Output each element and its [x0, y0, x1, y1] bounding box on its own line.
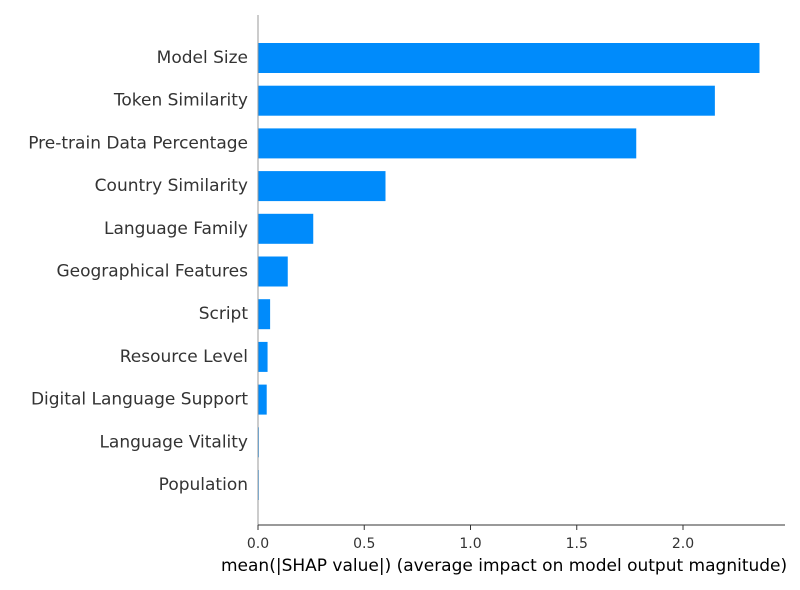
bar [258, 43, 760, 73]
feature-label: Population [159, 475, 248, 495]
bar [258, 299, 271, 330]
x-tick-label: 1.0 [459, 536, 481, 552]
feature-label: Token Similarity [113, 91, 248, 111]
bar [258, 213, 314, 244]
feature-label: Digital Language Support [31, 390, 248, 410]
bar [258, 256, 288, 287]
feature-label: Country Similarity [95, 176, 248, 196]
feature-label: Language Family [104, 219, 248, 239]
x-axis-ticks: 0.0 0.5 1.0 1.5 2.0 [247, 525, 694, 552]
feature-label: Language Vitality [99, 432, 248, 452]
feature-label: Geographical Features [56, 262, 248, 282]
feature-label: Model Size [157, 48, 248, 68]
x-axis-label: mean(|SHAP value|) (average impact on mo… [221, 556, 787, 576]
bar [258, 341, 268, 372]
x-tick-label: 1.5 [566, 536, 588, 552]
feature-label: Pre-train Data Percentage [28, 133, 248, 153]
bar [258, 384, 267, 415]
feature-label: Resource Level [120, 347, 248, 367]
feature-labels: Model Size Token Similarity Pre-train Data… [28, 48, 248, 495]
x-tick-label: 0.5 [353, 536, 375, 552]
bar [258, 85, 715, 116]
bar [258, 128, 637, 159]
bars [258, 43, 760, 500]
x-tick-label: 0.0 [247, 536, 269, 552]
x-tick-label: 2.0 [672, 536, 694, 552]
feature-label: Script [199, 304, 249, 324]
bar [258, 171, 386, 202]
